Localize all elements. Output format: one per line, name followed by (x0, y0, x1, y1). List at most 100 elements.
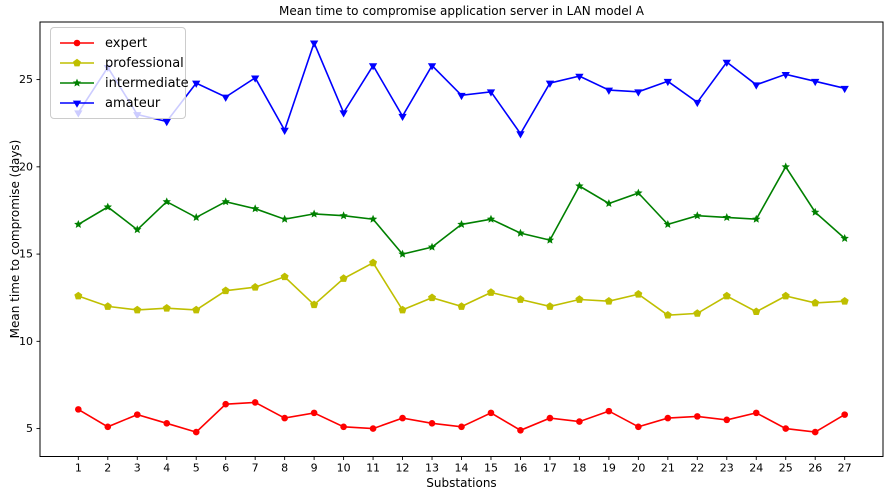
marker-expert (782, 425, 790, 432)
marker-expert (340, 423, 347, 431)
marker-amateur (221, 94, 230, 102)
marker-amateur (368, 63, 378, 71)
marker-intermediate (103, 202, 112, 211)
marker-professional (545, 302, 554, 310)
legend-marker-intermediate-icon (60, 78, 94, 87)
legend-marker-expert-icon (60, 39, 94, 47)
marker-professional (310, 300, 319, 309)
x-tick-label: 22 (690, 462, 704, 475)
x-tick-label: 16 (513, 462, 527, 475)
series-amateur (74, 40, 849, 139)
marker-amateur (339, 110, 348, 118)
x-tick-label: 17 (543, 462, 557, 475)
marker-intermediate (74, 220, 83, 228)
x-tick-label: 19 (602, 462, 616, 475)
marker-intermediate (221, 197, 230, 206)
marker-expert (635, 423, 642, 431)
x-tick-label: 10 (337, 462, 351, 475)
marker-professional (74, 291, 83, 300)
x-tick-label: 25 (779, 462, 793, 475)
marker-professional (428, 293, 437, 302)
line-amateur (77, 40, 845, 136)
marker-expert (694, 413, 701, 420)
x-tick-label: 1 (75, 462, 82, 475)
marker-intermediate (840, 233, 849, 242)
y-tick-label: 25 (19, 73, 33, 86)
marker-expert (841, 411, 848, 418)
marker-intermediate (752, 214, 761, 223)
marker-professional (486, 288, 495, 296)
marker-amateur (663, 78, 672, 87)
marker-professional (663, 310, 672, 319)
x-tick-label: 8 (281, 462, 288, 475)
y-tick-label: 20 (19, 160, 33, 173)
marker-intermediate (781, 162, 790, 171)
marker-professional (251, 283, 260, 291)
marker-intermediate (339, 211, 348, 220)
plot-frame (39, 21, 884, 457)
x-tick-label: 4 (163, 462, 170, 475)
marker-professional (634, 290, 643, 298)
marker-professional (840, 297, 849, 305)
x-tick-label: 15 (484, 462, 498, 475)
marker-professional (192, 305, 201, 314)
marker-expert (192, 428, 200, 436)
marker-intermediate (693, 211, 702, 220)
marker-amateur (427, 63, 437, 71)
legend-entry-professional: professional (59, 53, 184, 73)
series-professional (74, 258, 849, 319)
chart-title: Mean time to compromise application serv… (279, 4, 644, 18)
x-tick-label: 11 (366, 462, 380, 475)
marker-intermediate (663, 220, 673, 228)
marker-amateur (545, 80, 555, 88)
marker-expert (75, 406, 82, 413)
marker-expert (576, 418, 583, 425)
marker-amateur (516, 131, 525, 139)
marker-amateur (486, 89, 496, 97)
x-tick-label: 7 (252, 462, 259, 475)
marker-intermediate (575, 181, 584, 190)
marker-expert (664, 414, 672, 422)
marker-amateur (575, 73, 584, 81)
marker-amateur (693, 99, 702, 108)
marker-professional (811, 298, 820, 307)
marker-expert (811, 428, 819, 436)
x-tick-label: 13 (425, 462, 439, 475)
marker-intermediate (398, 249, 407, 258)
marker-professional (604, 297, 613, 305)
marker-professional (575, 295, 584, 303)
legend: expert professional intermediate amateur (50, 27, 189, 119)
x-tick-label: 21 (661, 462, 675, 475)
x-tick-label: 20 (631, 462, 645, 475)
x-tick-label: 27 (838, 462, 852, 475)
marker-amateur (811, 78, 820, 87)
legend-label: amateur (105, 95, 161, 111)
marker-expert (310, 409, 318, 417)
marker-professional (457, 302, 466, 310)
marker-amateur (309, 40, 319, 48)
x-tick-label: 23 (720, 462, 734, 475)
series-expert (75, 399, 848, 436)
marker-professional (103, 302, 112, 310)
y-tick-label: 15 (19, 248, 33, 261)
legend-entry-expert: expert (59, 33, 177, 53)
marker-intermediate (545, 235, 555, 244)
x-tick-label: 12 (396, 462, 410, 475)
x-axis-label: Substations (426, 476, 497, 490)
marker-professional (781, 291, 790, 300)
marker-expert (752, 409, 760, 417)
y-tick-label: 10 (19, 335, 33, 348)
legend-entry-intermediate: intermediate (59, 73, 189, 93)
marker-professional (693, 309, 702, 317)
marker-intermediate (250, 204, 260, 213)
marker-professional (516, 295, 525, 303)
marker-expert (133, 411, 141, 418)
legend-marker-professional-icon (60, 58, 94, 67)
marker-expert (428, 420, 436, 427)
marker-professional (162, 303, 171, 312)
x-tick-label: 2 (104, 462, 111, 475)
x-tick-label: 18 (572, 462, 586, 475)
marker-amateur (280, 127, 289, 135)
marker-amateur (251, 75, 260, 83)
